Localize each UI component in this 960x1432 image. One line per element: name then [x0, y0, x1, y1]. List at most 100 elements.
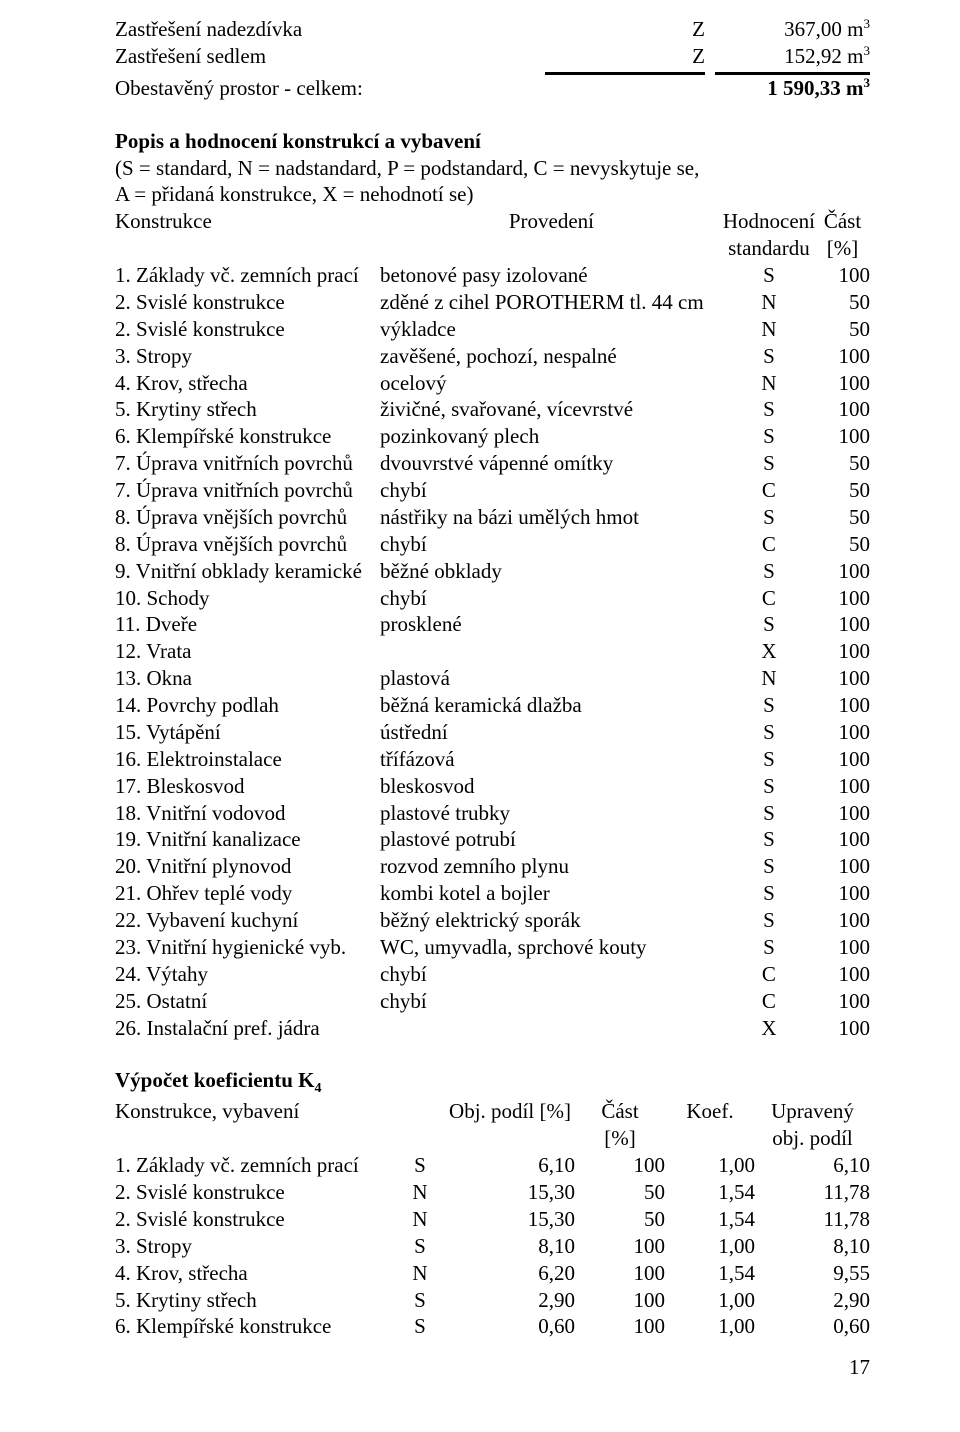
cell-konstrukce: 3. Stropy [115, 1233, 395, 1260]
table-row: 6. Klempířské konstrukceS0,601001,000,60 [115, 1313, 870, 1340]
desc-note: (S = standard, N = nadstandard, P = pods… [115, 155, 870, 182]
cell-koef: 1,54 [665, 1179, 755, 1206]
table-row: 5. Krytiny střechS2,901001,002,90 [115, 1287, 870, 1314]
col-upraveny: Upravený obj. podíl [755, 1098, 870, 1152]
table-row: 7. Úprava vnitřních povrchůchybíC50 [115, 477, 870, 504]
cell-upraveny: 9,55 [755, 1260, 870, 1287]
table-row: 18. Vnitřní vodovodplastové trubkyS100 [115, 800, 870, 827]
cell-provedeni: chybí [380, 477, 723, 504]
vol-code: Z [545, 43, 705, 70]
cell-hodnoceni: S [723, 396, 815, 423]
table-row: 14. Povrchy podlahběžná keramická dlažba… [115, 692, 870, 719]
cell-upraveny: 8,10 [755, 1233, 870, 1260]
col-cast: Část [%] [815, 208, 870, 262]
cell-konstrukce: 20. Vnitřní plynovod [115, 853, 380, 880]
cell-cast: 100 [815, 585, 870, 612]
cell-provedeni: plastové trubky [380, 800, 723, 827]
cell-cast: 100 [815, 907, 870, 934]
cell-cast: 50 [575, 1179, 665, 1206]
table-row: 1. Základy vč. zemních pracíS6,101001,00… [115, 1152, 870, 1179]
volumes-row: Zastřešení nadezdívka Z 367,00 m3 [115, 16, 870, 43]
cell-provedeni: výkladce [380, 316, 723, 343]
table-row: 3. Stropyzavěšené, pochozí, nespalnéS100 [115, 343, 870, 370]
cell-cast: 100 [815, 934, 870, 961]
cell-code: N [395, 1206, 445, 1233]
cell-koef: 1,00 [665, 1233, 755, 1260]
cell-upraveny: 11,78 [755, 1179, 870, 1206]
cell-konstrukce: 6. Klempířské konstrukce [115, 423, 380, 450]
cell-provedeni: bleskosvod [380, 773, 723, 800]
cell-hodnoceni: S [723, 826, 815, 853]
cell-cast: 100 [815, 665, 870, 692]
cell-konstrukce: 1. Základy vč. zemních prací [115, 262, 380, 289]
cell-cast: 100 [815, 558, 870, 585]
table-row: 2. Svislé konstrukceN15,30501,5411,78 [115, 1179, 870, 1206]
cell-hodnoceni: N [723, 289, 815, 316]
cell-konstrukce: 7. Úprava vnitřních povrchů [115, 477, 380, 504]
table-row: 19. Vnitřní kanalizaceplastové potrubíS1… [115, 826, 870, 853]
cell-provedeni: WC, umyvadla, sprchové kouty [380, 934, 723, 961]
col-koef: Koef. [665, 1098, 755, 1152]
table-row: 12. VrataX100 [115, 638, 870, 665]
cell-hodnoceni: S [723, 423, 815, 450]
cell-koef: 1,00 [665, 1287, 755, 1314]
cell-konstrukce: 9. Vnitřní obklady keramické [115, 558, 380, 585]
cell-cast: 100 [815, 800, 870, 827]
vol-total-value: 1 590,33 m3 [705, 75, 870, 102]
desc-note: A = přidaná konstrukce, X = nehodnotí se… [115, 181, 870, 208]
col-obj-podil: Obj. podíl [%] [445, 1098, 575, 1152]
col-hodnoceni: Hodnocení standardu [723, 208, 815, 262]
cell-konstrukce: 2. Svislé konstrukce [115, 1206, 395, 1233]
cell-konstrukce: 10. Schody [115, 585, 380, 612]
cell-konstrukce: 7. Úprava vnitřních povrchů [115, 450, 380, 477]
cell-konstrukce: 2. Svislé konstrukce [115, 289, 380, 316]
cell-upraveny: 6,10 [755, 1152, 870, 1179]
cell-provedeni: běžný elektrický sporák [380, 907, 723, 934]
table-row: 8. Úprava vnějších povrchůnástřiky na bá… [115, 504, 870, 531]
cell-konstrukce: 5. Krytiny střech [115, 396, 380, 423]
cell-provedeni: kombi kotel a bojler [380, 880, 723, 907]
cell-provedeni: ústřední [380, 719, 723, 746]
cell-cast: 100 [815, 961, 870, 988]
cell-konstrukce: 5. Krytiny střech [115, 1287, 395, 1314]
volumes-row: Zastřešení sedlem Z 152,92 m3 [115, 43, 870, 70]
cell-provedeni: rozvod zemního plynu [380, 853, 723, 880]
konstrukce-table: Konstrukce Provedení Hodnocení standardu… [115, 208, 870, 1041]
table-row: 3. StropyS8,101001,008,10 [115, 1233, 870, 1260]
cell-cast: 100 [575, 1233, 665, 1260]
cell-provedeni [380, 1015, 723, 1042]
table-row: 25. OstatníchybíC100 [115, 988, 870, 1015]
table-row: 2. Svislé konstrukceN15,30501,5411,78 [115, 1206, 870, 1233]
cell-konstrukce: 19. Vnitřní kanalizace [115, 826, 380, 853]
cell-obj-podil: 15,30 [445, 1179, 575, 1206]
vol-total-label: Obestavěný prostor - celkem: [115, 75, 545, 102]
cell-provedeni: zděné z cihel POROTHERM tl. 44 cm [380, 289, 723, 316]
page: Zastřešení nadezdívka Z 367,00 m3 Zastře… [0, 0, 960, 1432]
cell-cast: 50 [575, 1206, 665, 1233]
table-row: 26. Instalační pref. jádraX100 [115, 1015, 870, 1042]
table-row: 15. VytápěníústředníS100 [115, 719, 870, 746]
table-row: 7. Úprava vnitřních povrchůdvouvrstvé vá… [115, 450, 870, 477]
page-number: 17 [115, 1354, 870, 1381]
cell-provedeni: běžné obklady [380, 558, 723, 585]
cell-hodnoceni: S [723, 746, 815, 773]
table-row: 9. Vnitřní obklady keramickéběžné obklad… [115, 558, 870, 585]
section-title-calc: Výpočet koeficientu K4 [115, 1067, 870, 1098]
cell-cast: 100 [815, 880, 870, 907]
cell-hodnoceni: S [723, 773, 815, 800]
cell-koef: 1,54 [665, 1206, 755, 1233]
cell-provedeni: chybí [380, 585, 723, 612]
cell-konstrukce: 22. Vybavení kuchyní [115, 907, 380, 934]
cell-cast: 100 [815, 746, 870, 773]
col-provedeni: Provedení [380, 208, 723, 262]
cell-cast: 50 [815, 531, 870, 558]
cell-koef: 1,00 [665, 1152, 755, 1179]
cell-hodnoceni: C [723, 585, 815, 612]
cell-hodnoceni: S [723, 611, 815, 638]
cell-obj-podil: 0,60 [445, 1313, 575, 1340]
cell-konstrukce: 4. Krov, střecha [115, 1260, 395, 1287]
cell-konstrukce: 24. Výtahy [115, 961, 380, 988]
cell-cast: 100 [815, 638, 870, 665]
cell-konstrukce: 6. Klempířské konstrukce [115, 1313, 395, 1340]
vol-value: 367,00 m3 [705, 16, 870, 43]
